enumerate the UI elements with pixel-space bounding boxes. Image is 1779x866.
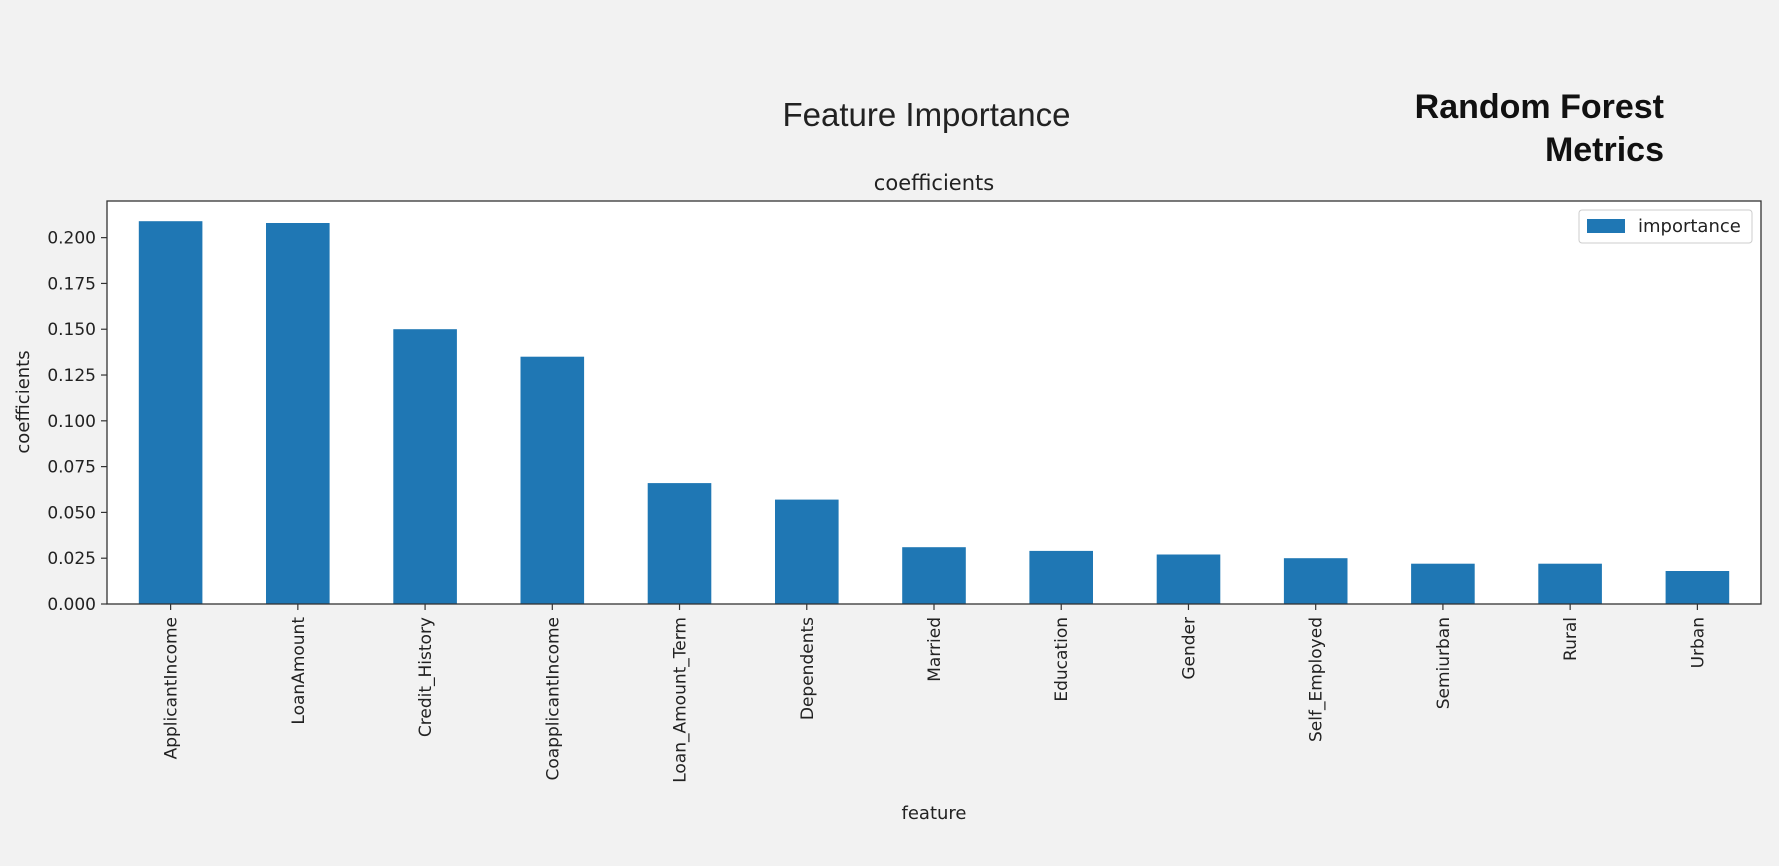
bar-urban — [1665, 571, 1730, 604]
x-tick-label: Married — [925, 617, 945, 682]
x-tick-label: Credit_History — [416, 617, 436, 737]
x-tick-label: Urban — [1688, 617, 1708, 668]
bar-rural — [1538, 563, 1602, 604]
bar-education — [1029, 550, 1093, 604]
bar-gender — [1156, 554, 1221, 604]
legend: importance — [1578, 209, 1753, 244]
y-tick-label: 0.050 — [47, 503, 96, 523]
x-tick-label: Dependents — [798, 617, 818, 720]
bars-layer — [138, 221, 1730, 604]
x-tick-label: Gender — [1179, 617, 1199, 680]
y-tick-label: 0.025 — [47, 549, 96, 569]
x-tick-label: Loan_Amount_Term — [671, 617, 691, 783]
y-axis: 0.000 0.025 0.050 0.075 0.100 0.125 0.150 0.175… — [47, 229, 107, 615]
x-tick-label: Self_Employed — [1307, 617, 1327, 742]
x-tick-label: Education — [1052, 617, 1072, 702]
legend-label: importance — [1638, 216, 1741, 237]
bar-married — [902, 547, 966, 604]
bar-loanamount — [266, 223, 330, 604]
y-tick-label: 0.075 — [47, 458, 96, 478]
bar-credit-history — [393, 329, 457, 604]
y-tick-label: 0.175 — [47, 274, 96, 294]
bar-dependents — [775, 499, 839, 604]
page-heading: Feature Importance — [782, 96, 1071, 133]
plot-area — [107, 201, 1761, 604]
x-tick-label: Rural — [1561, 617, 1581, 661]
x-tick-label: ApplicantIncome — [162, 617, 182, 759]
chart-title: coefficients — [874, 171, 994, 195]
side-title: Random Forest Metrics — [1415, 86, 1664, 172]
x-tick-label: LoanAmount — [289, 617, 309, 725]
legend-swatch — [1587, 219, 1625, 233]
x-tick-label: CoapplicantIncome — [543, 617, 563, 780]
y-tick-label: 0.150 — [47, 320, 96, 340]
y-tick-label: 0.100 — [47, 412, 96, 432]
y-tick-label: 0.125 — [47, 366, 96, 386]
bar-loan-amount-term — [647, 483, 712, 604]
y-tick-label: 0.000 — [47, 595, 96, 615]
side-title-line1: Random Forest — [1414, 88, 1664, 126]
bar-semiurban — [1411, 563, 1475, 604]
y-tick-label: 0.200 — [47, 229, 96, 249]
x-axis-label: feature — [902, 803, 967, 824]
legend-box — [1578, 209, 1753, 244]
side-title-line2: Metrics — [1544, 131, 1664, 169]
bar-self-employed — [1283, 558, 1348, 604]
bar-applicantincome — [138, 221, 203, 604]
x-tick-label: Semiurban — [1434, 617, 1454, 709]
plot-frame — [106, 200, 1762, 605]
x-axis: ApplicantIncome LoanAmount Credit_History C… — [162, 604, 1708, 783]
y-axis-label: coefficients — [13, 350, 34, 453]
bar-coapplicantincome — [520, 356, 585, 604]
